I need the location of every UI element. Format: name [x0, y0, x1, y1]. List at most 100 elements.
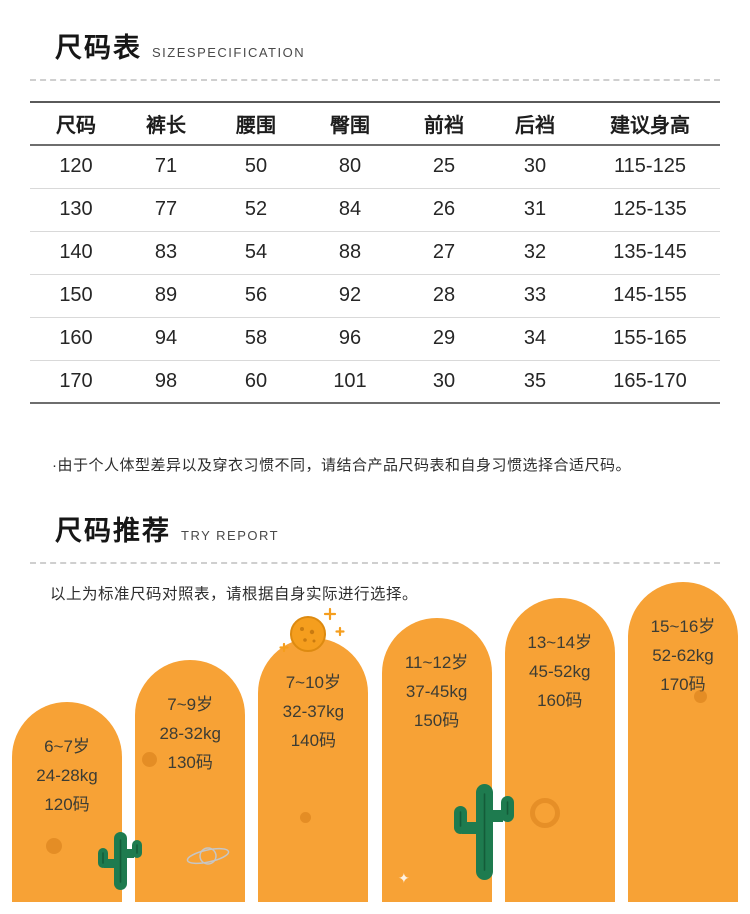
- column-header: 尺码: [56, 115, 96, 137]
- arch-age: 6~7岁: [44, 737, 90, 756]
- arch-age: 7~10岁: [285, 673, 342, 692]
- size-table: 尺码 裤长 腰围 臀围 前裆 后裆 建议身高 120 71 50 80 25 30 115-125 130…: [30, 101, 720, 404]
- arch-size: 150码: [413, 711, 460, 730]
- arch-weight: 45-52kg: [529, 662, 591, 681]
- size-arch: 15~16岁 52-62kg 170码: [627, 582, 738, 902]
- arch-size: 170码: [660, 675, 706, 694]
- arch-size: 160码: [537, 691, 583, 710]
- table-row: 120 71 50 80 25 30 115-125: [30, 145, 720, 188]
- table-cell: 50: [244, 155, 268, 178]
- column-header: 臀围: [330, 115, 370, 137]
- table-cell: 165-170: [613, 369, 687, 392]
- cactus-large-icon: [454, 784, 514, 880]
- decor-dot: [142, 752, 157, 767]
- divider-top-dashed: [30, 79, 720, 81]
- table-cell: 26: [432, 198, 456, 220]
- table-cell: 145-155: [613, 284, 687, 306]
- table-cell: 170: [59, 369, 93, 392]
- table-cell: 96: [338, 327, 362, 349]
- table-cell: 60: [244, 369, 268, 392]
- arch-size: 140码: [290, 731, 337, 750]
- arch-weight: 52-62kg: [652, 646, 714, 665]
- table-cell: 30: [432, 369, 456, 392]
- table-cell: 35: [523, 369, 547, 392]
- table-cell: 125-135: [613, 198, 687, 220]
- column-header: 后裆: [515, 115, 555, 137]
- size-table-head-row: 尺码 裤长 腰围 臀围 前裆 后裆 建议身高: [30, 102, 720, 145]
- column-header: 建议身高: [610, 115, 690, 137]
- table-cell: 120: [59, 155, 93, 178]
- table-cell: 98: [154, 369, 178, 392]
- table-cell: 155-165: [613, 327, 687, 349]
- table-cell: 30: [523, 155, 547, 178]
- table-cell: 160: [59, 327, 93, 349]
- table-cell: 56: [244, 284, 268, 306]
- table-cell: 29: [432, 327, 456, 349]
- table-cell: 32: [523, 241, 547, 263]
- arch-weight: 37-45kg: [405, 682, 468, 701]
- table-cell: 101: [333, 369, 367, 392]
- arch-age: 15~16岁: [650, 617, 716, 636]
- column-header: 前裆: [424, 115, 464, 137]
- column-header: 裤长: [146, 115, 186, 137]
- recommendation-subtitle: TRY REPORT: [181, 528, 280, 543]
- table-cell: 54: [244, 241, 268, 263]
- arch-weight: 32-37kg: [282, 702, 345, 721]
- table-cell: 115-125: [614, 155, 686, 178]
- arch-age: 7~9岁: [167, 695, 214, 714]
- table-cell: 71: [154, 155, 178, 178]
- table-cell: 27: [432, 241, 456, 263]
- table-cell: 77: [154, 198, 178, 220]
- table-cell: 80: [338, 155, 362, 178]
- size-chart-note: ·由于个人体型差异以及穿衣习惯不同，请结合产品尺码表和自身习惯选择合适尺码。: [52, 457, 631, 474]
- sun-doodle-icon: [279, 607, 345, 653]
- table-cell: 89: [154, 284, 178, 306]
- size-arch: 13~14岁 45-52kg 160码: [504, 598, 615, 902]
- table-row: 150 89 56 92 28 33 145-155: [30, 274, 720, 317]
- table-cell: 28: [432, 284, 456, 306]
- table-cell: 130: [59, 198, 93, 220]
- arch-weight: 28-32kg: [159, 724, 221, 743]
- size-arch: 11~12岁 37-45kg 150码: [381, 618, 492, 902]
- arch-size: 120码: [44, 795, 90, 814]
- table-cell: 92: [338, 284, 362, 306]
- table-cell: 83: [154, 241, 178, 263]
- cactus-small-icon: [98, 832, 142, 890]
- star-sparkle-icon: ✦: [398, 870, 410, 886]
- table-cell: 33: [523, 284, 547, 306]
- recommendation-header: 尺码推荐 TRY REPORT: [0, 509, 750, 548]
- table-cell: 140: [59, 241, 93, 263]
- arch-size: 130码: [167, 753, 213, 772]
- table-cell: 150: [59, 284, 93, 306]
- table-cell: 25: [432, 155, 456, 178]
- arch-weight: 24-28kg: [36, 766, 98, 785]
- decor-dot: [694, 690, 707, 703]
- decor-dot: [300, 812, 311, 823]
- size-arch: 7~10岁 32-37kg 140码: [258, 638, 369, 902]
- recommendation-note: 以上为标准尺码对照表，请根据自身实际进行选择。: [50, 586, 419, 603]
- arch-age: 11~12岁: [404, 653, 469, 672]
- table-cell: 135-145: [613, 241, 687, 263]
- table-cell: 84: [338, 198, 362, 220]
- column-header: 腰围: [236, 115, 276, 137]
- planet-doodle-icon: [186, 847, 230, 865]
- size-arches: 6~7岁 24-28kg 120码 7~9岁 28-32kg 130码 7~10岁 32-37…: [12, 582, 738, 902]
- table-cell: 31: [523, 198, 547, 220]
- size-chart-header: 尺码表 SIZESPECIFICATION: [0, 0, 750, 65]
- decor-dot: [46, 838, 62, 854]
- size-chart-title: 尺码表: [55, 33, 142, 63]
- table-cell: 94: [154, 327, 178, 349]
- table-cell: 52: [244, 198, 268, 220]
- decor-ring: [530, 798, 560, 828]
- size-table-body: 120 71 50 80 25 30 115-125 130 77 52 84 26 31 125-135…: [30, 145, 720, 403]
- table-row: 160 94 58 96 29 34 155-165: [30, 317, 720, 360]
- table-cell: 88: [338, 241, 362, 263]
- table-row: 140 83 54 88 27 32 135-145: [30, 231, 720, 274]
- table-cell: 34: [523, 327, 547, 349]
- table-row: 170 98 60 101 30 35 165-170: [30, 360, 720, 403]
- table-cell: 58: [244, 327, 268, 349]
- arch-age: 13~14岁: [527, 633, 593, 652]
- table-row: 130 77 52 84 26 31 125-135: [30, 188, 720, 231]
- size-arch: 7~9岁 28-32kg 130码: [135, 660, 246, 902]
